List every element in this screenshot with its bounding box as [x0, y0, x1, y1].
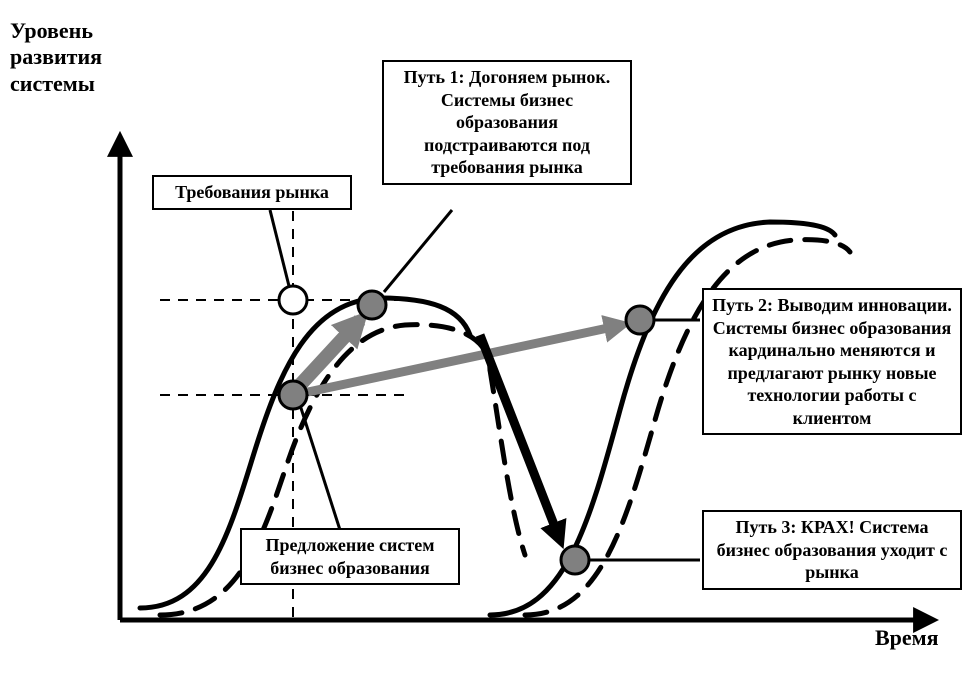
label-box-requirements: Требования рынка	[152, 175, 352, 210]
label-box-path2: Путь 2: Выводим инновации. Системы бизне…	[702, 288, 962, 435]
x-axis-label: Время	[875, 625, 939, 651]
label-text: Путь 1: Догоняем рынок. Системы бизнес о…	[404, 67, 611, 177]
label-text: Требования рынка	[175, 182, 329, 202]
label-text: Путь 2: Выводим инновации. Системы бизне…	[712, 295, 952, 428]
label-box-path3: Путь 3: КРАХ! Система бизнес образования…	[702, 510, 962, 590]
diagram-canvas: Уровеньразвитиясистемы Время Требования …	[0, 0, 979, 677]
label-box-offer: Предложение систем бизнес образования	[240, 528, 460, 585]
label-text: Предложение систем бизнес образования	[266, 535, 435, 578]
label-text: Путь 3: КРАХ! Система бизнес образования…	[717, 517, 948, 582]
label-box-path1: Путь 1: Догоняем рынок. Системы бизнес о…	[382, 60, 632, 185]
y-axis-label: Уровеньразвитиясистемы	[10, 18, 102, 97]
